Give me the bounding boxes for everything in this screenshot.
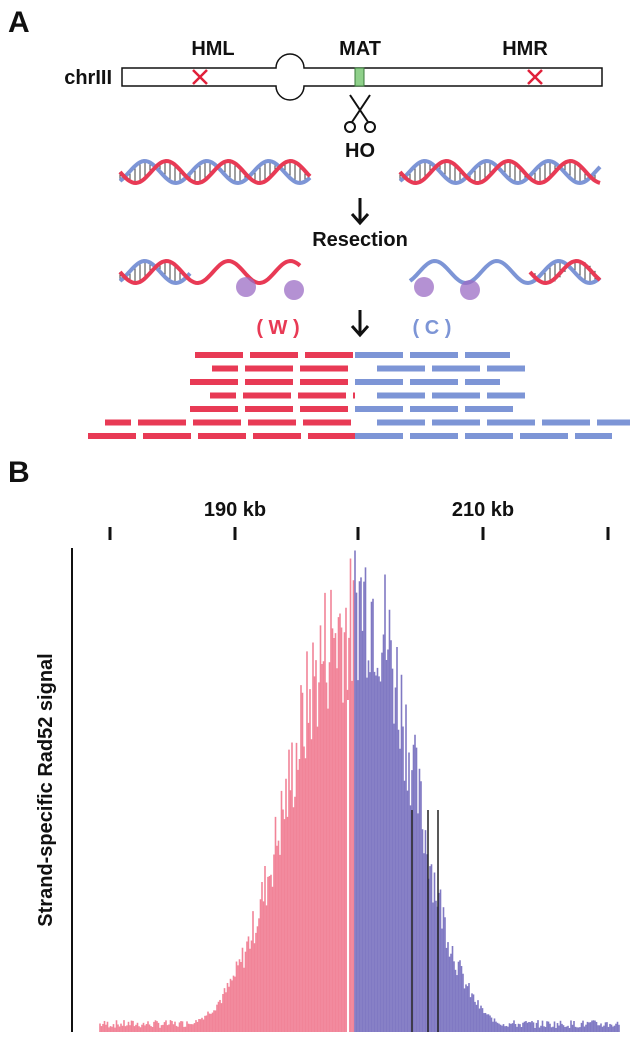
axis-tick-label: 190 kb: [204, 499, 266, 521]
panel-a: A HML MAT HMR chrIII HO Resection ( W ) …: [8, 6, 630, 439]
read: [377, 365, 425, 372]
read: [465, 379, 500, 385]
read: [308, 433, 355, 439]
strand: [398, 158, 602, 186]
silenced-mark: [192, 69, 543, 85]
read: [245, 365, 293, 372]
read: [245, 379, 293, 385]
read: [210, 392, 236, 399]
read: [88, 433, 136, 439]
read: [542, 419, 590, 426]
arrow: [350, 310, 370, 338]
rad52: [236, 277, 480, 300]
read: [487, 365, 525, 372]
read: [105, 419, 131, 426]
read: [212, 365, 238, 372]
chromosome-label: chrIII: [64, 67, 112, 89]
read: [250, 352, 298, 358]
read: [243, 392, 291, 399]
read: [465, 433, 513, 439]
read: [432, 392, 480, 399]
read: [465, 352, 510, 358]
read: [575, 433, 612, 439]
read: [355, 352, 403, 358]
read: [377, 392, 425, 399]
arrow: [350, 198, 370, 226]
read: [305, 352, 353, 358]
strand: [118, 258, 302, 286]
read: [410, 379, 458, 385]
axis-ticks: [108, 527, 610, 540]
enzyme-label: HO: [345, 140, 375, 162]
strand: [118, 158, 312, 186]
read: [190, 379, 238, 385]
read: [190, 406, 238, 412]
strand: [528, 258, 602, 286]
read: [432, 419, 480, 426]
strand-label: ( C ): [413, 317, 452, 339]
dna: [118, 158, 602, 286]
read: [410, 433, 458, 439]
read: [253, 433, 301, 439]
locus-label: HMR: [502, 38, 548, 60]
read: [597, 419, 630, 426]
locus-label: MAT: [339, 38, 381, 60]
read: [355, 379, 403, 385]
panel-b: B 190 kb 210 kb Strand-specific Rad52 si…: [8, 456, 620, 1032]
read: [432, 365, 480, 372]
reads: [88, 352, 630, 439]
read: [300, 406, 348, 412]
axis-tick-label: 210 kb: [452, 499, 514, 521]
read: [487, 419, 535, 426]
read: [195, 352, 243, 358]
read: [193, 419, 241, 426]
locus-label: HML: [191, 38, 234, 60]
read: [355, 433, 403, 439]
scissors: [344, 94, 376, 133]
read: [355, 406, 403, 412]
read: [410, 352, 458, 358]
read: [143, 433, 191, 439]
strand-label: ( W ): [256, 317, 299, 339]
read: [298, 392, 346, 399]
read: [353, 392, 355, 399]
read: [303, 419, 351, 426]
read: [198, 433, 246, 439]
panel-label: B: [8, 456, 30, 489]
read: [520, 433, 568, 439]
read: [465, 406, 513, 412]
read: [410, 406, 458, 412]
step-label: Resection: [312, 229, 408, 251]
signal: [99, 550, 620, 1032]
read: [377, 419, 425, 426]
read: [487, 392, 525, 399]
y-axis-label: Strand-specific Rad52 signal: [35, 653, 57, 926]
mat-locus: [354, 67, 365, 87]
read: [245, 406, 293, 412]
read: [248, 419, 296, 426]
panel-label: A: [8, 6, 30, 39]
read: [300, 379, 348, 385]
read: [138, 419, 186, 426]
read: [300, 365, 348, 372]
strand: [398, 158, 601, 186]
